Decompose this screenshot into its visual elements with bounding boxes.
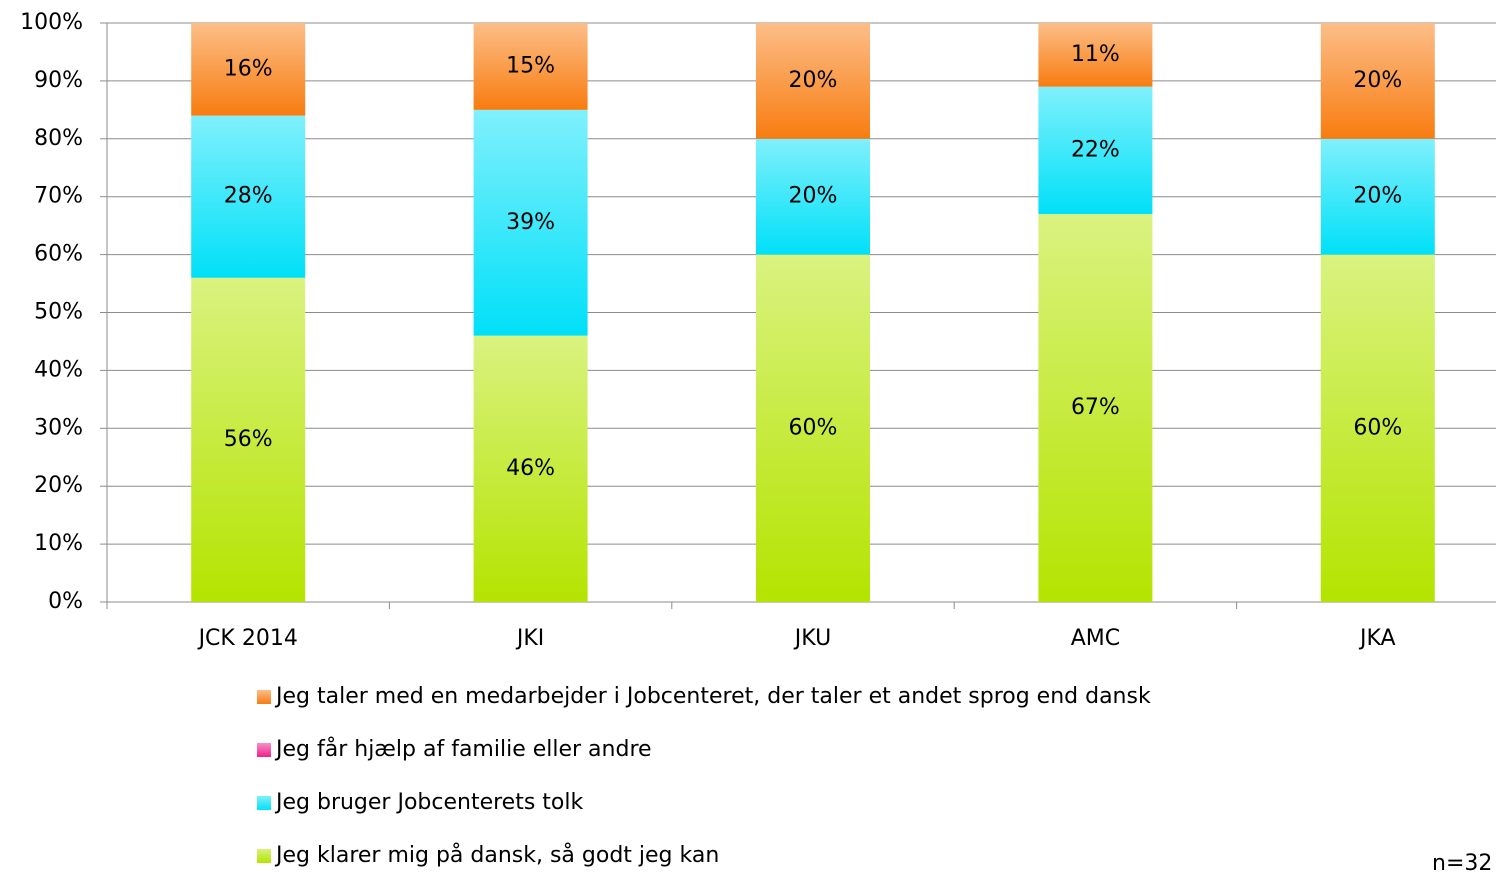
data-label: 16%	[224, 56, 273, 81]
y-tick-label: 80%	[34, 126, 83, 151]
x-tick-label: JKU	[793, 626, 831, 651]
bar-segment	[191, 23, 306, 116]
x-tick-label: AMC	[1071, 626, 1120, 651]
bar-segment	[1038, 23, 1153, 87]
data-label: 60%	[1353, 415, 1402, 440]
legend-swatch	[257, 690, 271, 704]
legend-label: Jeg får hjælp af familie eller andre	[274, 736, 652, 762]
data-label: 67%	[1071, 395, 1120, 420]
data-label: 20%	[1353, 68, 1402, 93]
data-label: 20%	[789, 184, 838, 209]
legend-swatch	[257, 796, 271, 810]
data-label: 46%	[506, 456, 555, 481]
bar-segment	[1038, 86, 1153, 215]
y-tick-label: 20%	[34, 473, 83, 498]
data-label: 11%	[1071, 42, 1120, 67]
data-label: 20%	[789, 68, 838, 93]
x-tick-label: JKI	[515, 626, 544, 651]
bar-segment	[191, 115, 306, 278]
y-tick-label: 100%	[20, 10, 83, 35]
bar-segment	[473, 109, 588, 336]
bar-segment	[1320, 23, 1435, 139]
y-tick-label: 40%	[34, 357, 83, 382]
bar-segment	[1320, 254, 1435, 602]
legend-label: Jeg bruger Jobcenterets tolk	[274, 790, 583, 815]
data-label: 39%	[506, 210, 555, 235]
bar-segment	[756, 254, 870, 602]
bar-segment	[756, 23, 870, 139]
bar-segment	[1038, 214, 1153, 602]
x-tick-label: JCK 2014	[197, 626, 298, 651]
y-tick-label: 60%	[34, 242, 83, 267]
y-tick-label: 10%	[34, 531, 83, 556]
data-label: 60%	[789, 415, 838, 440]
data-label: 15%	[506, 53, 555, 78]
bar-segment	[191, 277, 306, 602]
bar-segment	[473, 335, 588, 602]
annotation: n=32	[1432, 851, 1492, 872]
data-label: 20%	[1353, 184, 1402, 209]
data-label: 22%	[1071, 137, 1120, 162]
y-tick-label: 50%	[34, 300, 83, 325]
y-tick-label: 0%	[48, 589, 83, 614]
x-tick-label: JKA	[1358, 626, 1396, 651]
bar-segment	[1320, 138, 1435, 255]
data-label: 28%	[224, 184, 273, 209]
bar-segment	[756, 138, 870, 255]
y-tick-label: 30%	[34, 415, 83, 440]
legend-label: Jeg taler med en medarbejder i Jobcenter…	[274, 684, 1151, 709]
legend-swatch	[257, 849, 271, 863]
bar-segment	[473, 23, 588, 110]
legend-swatch	[257, 743, 271, 757]
y-tick-label: 70%	[34, 184, 83, 209]
legend-label: Jeg klarer mig på dansk, så godt jeg kan	[274, 842, 719, 868]
data-label: 56%	[224, 427, 273, 452]
y-tick-label: 90%	[34, 68, 83, 93]
